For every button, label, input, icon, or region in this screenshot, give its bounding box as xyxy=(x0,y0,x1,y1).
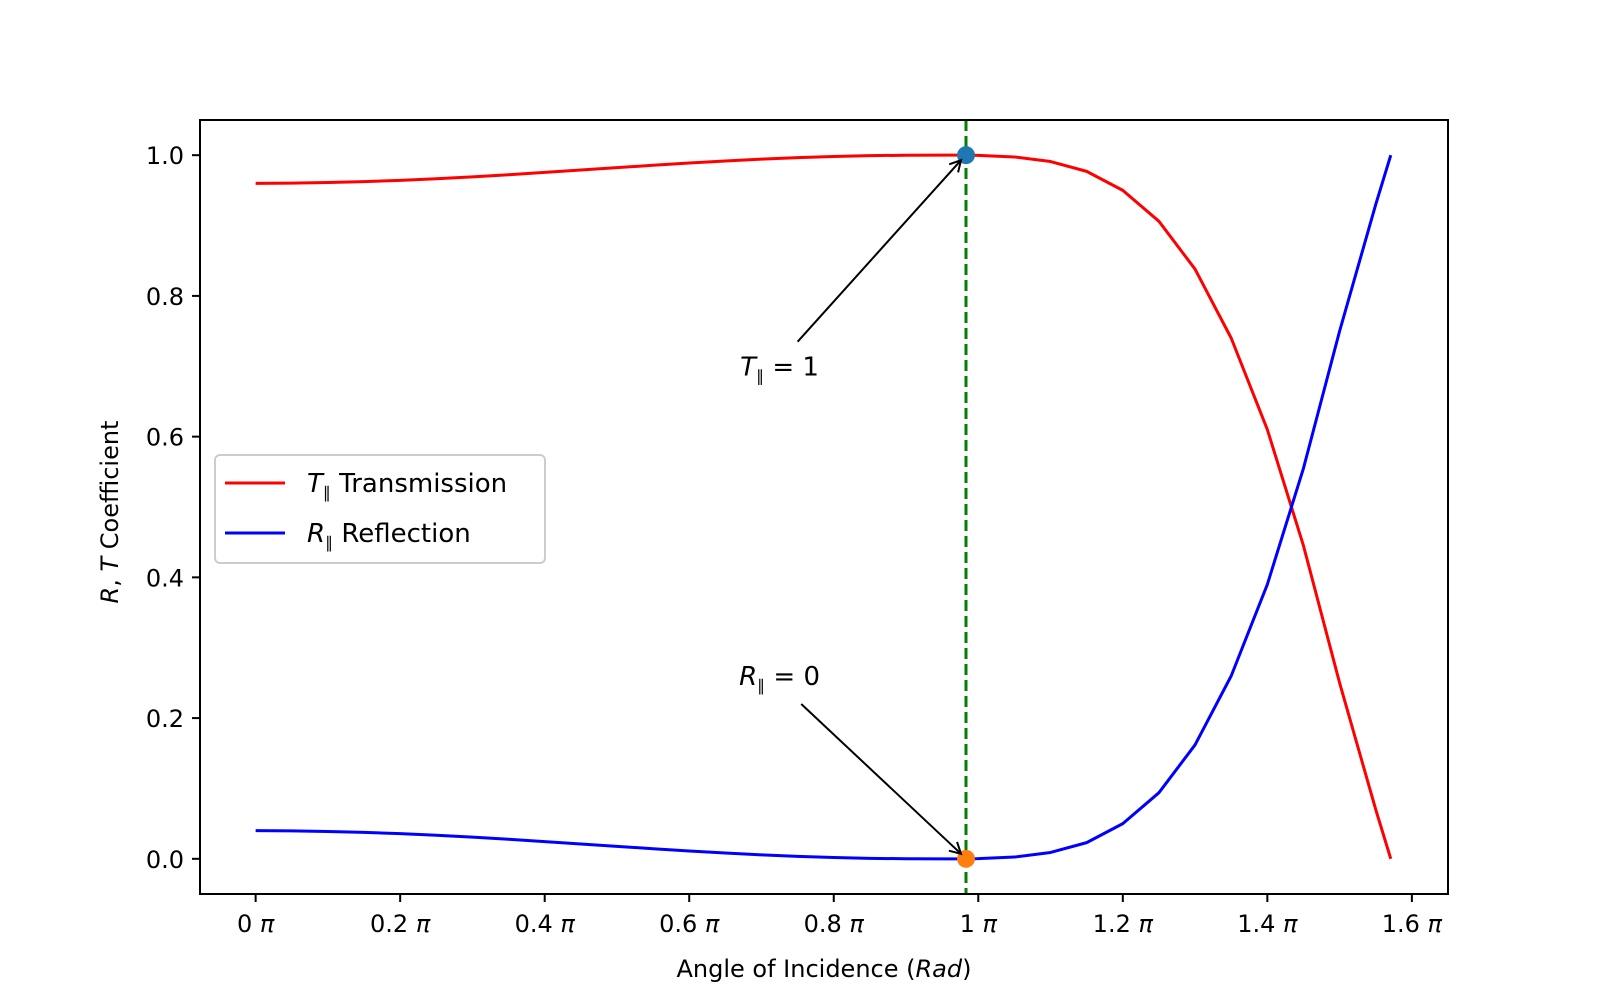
legend-subscript: ∥ xyxy=(323,483,331,502)
annotation-subscript: ∥ xyxy=(756,366,764,385)
x-tick-number: 1.6 xyxy=(1382,910,1428,938)
x-tick-label: 0 π xyxy=(237,910,275,938)
legend-text: Transmission xyxy=(331,469,507,499)
x-tick-number: 0.2 xyxy=(370,910,416,938)
annotations: T∥ = 1R∥ = 0 xyxy=(739,160,961,854)
annotation-relation: = 1 xyxy=(764,352,819,382)
x-axis-label: Angle of Incidence (Rad) xyxy=(676,955,971,983)
x-tick-unit: π xyxy=(983,910,998,938)
annotation-symbol: T xyxy=(740,352,758,382)
x-tick-number: 1 xyxy=(960,910,983,938)
x-tick-label: 1.4 π xyxy=(1237,910,1298,938)
y-axis-label-t: T xyxy=(96,555,124,572)
y-tick-label: 0.4 xyxy=(146,564,184,592)
x-tick-label: 1.2 π xyxy=(1093,910,1154,938)
legend-symbol: T xyxy=(307,469,325,499)
y-tick-label: 0.8 xyxy=(146,283,184,311)
y-axis-label: R, T Coefficient xyxy=(96,421,124,604)
annotation-relation: = 0 xyxy=(765,662,820,692)
x-tick-unit: π xyxy=(560,910,575,938)
x-tick-number: 1.4 xyxy=(1237,910,1283,938)
x-tick-label: 0.2 π xyxy=(370,910,431,938)
y-tick-label: 0.2 xyxy=(146,705,184,733)
legend-label-transmission: T∥ Transmission xyxy=(307,469,507,502)
y-axis-label-rest: Coefficient xyxy=(96,421,124,557)
x-tick-label: 1.6 π xyxy=(1382,910,1443,938)
axes-frame xyxy=(199,119,1449,895)
x-tick-unit: π xyxy=(416,910,431,938)
legend-box xyxy=(214,454,546,564)
annotation-label-reflection: R∥ = 0 xyxy=(739,662,820,695)
annotation-arrow-transmission xyxy=(796,160,961,343)
y-tick-label: 0.6 xyxy=(146,424,184,452)
x-tick-number: 0.6 xyxy=(659,910,705,938)
y-axis-label-r: R xyxy=(96,587,124,604)
annotation-subscript: ∥ xyxy=(757,676,765,695)
y-tick-label: 1.0 xyxy=(146,142,184,170)
x-tick-label: 1 π xyxy=(960,910,998,938)
legend-label-reflection: R∥ Reflection xyxy=(307,519,471,552)
x-tick-label: 0.8 π xyxy=(804,910,865,938)
series-line-transmission xyxy=(255,153,1393,860)
x-tick-unit: π xyxy=(1283,910,1298,938)
series-line-reflection xyxy=(255,154,1393,861)
annotation-label-transmission: T∥ = 1 xyxy=(740,352,819,385)
legend-text: Reflection xyxy=(333,519,471,549)
x-tick-number: 0.4 xyxy=(515,910,561,938)
plot-area xyxy=(255,120,1393,894)
x-tick-unit: π xyxy=(849,910,864,938)
x-tick-unit: π xyxy=(260,910,275,938)
x-tick-label: 0.4 π xyxy=(515,910,576,938)
y-tick-label: 0.0 xyxy=(146,846,184,874)
x-tick-label: 0.6 π xyxy=(659,910,720,938)
x-axis-label-unit: Rad xyxy=(916,955,963,983)
x-axis-label-suffix: ) xyxy=(962,955,971,983)
x-tick-number: 1.2 xyxy=(1093,910,1139,938)
legend-symbol: R xyxy=(307,519,325,549)
legend-subscript: ∥ xyxy=(325,533,333,552)
x-tick-unit: π xyxy=(1428,910,1443,938)
x-axis-label-prefix: Angle of Incidence ( xyxy=(676,955,915,983)
x-tick-unit: π xyxy=(1138,910,1153,938)
x-tick-unit: π xyxy=(705,910,720,938)
y-axis-label-sep: , xyxy=(96,572,124,587)
annotation-symbol: R xyxy=(739,662,757,692)
x-tick-number: 0 xyxy=(237,910,260,938)
x-tick-number: 0.8 xyxy=(804,910,850,938)
annotation-arrow-reflection xyxy=(800,703,961,854)
